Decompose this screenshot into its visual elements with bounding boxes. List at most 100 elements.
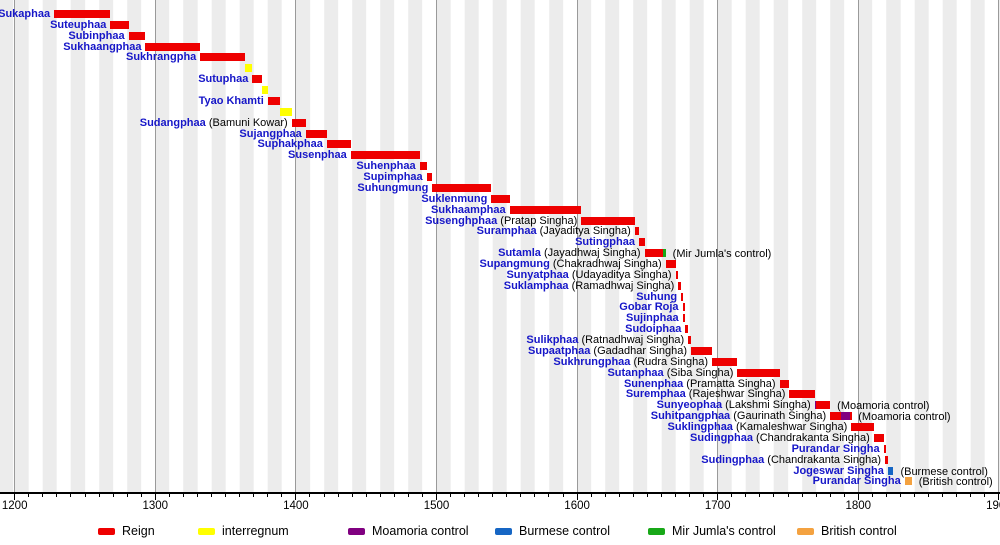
minor-tick <box>914 494 916 497</box>
reign-bar <box>873 433 884 442</box>
king-name-link[interactable]: Sukhaangphaa <box>63 41 142 53</box>
king-name-link[interactable]: Sutingphaa <box>575 236 635 248</box>
king-name-link[interactable]: Suhung <box>636 291 678 303</box>
minor-tick <box>182 494 184 497</box>
legend-label: Burmese control <box>519 524 611 538</box>
king-name-link[interactable]: Sudoiphaa <box>625 323 682 335</box>
minor-tick <box>407 494 409 497</box>
king-name-link[interactable]: Purandar Singha <box>812 475 901 487</box>
king-name-link[interactable]: Sudingphaa <box>701 454 765 466</box>
king-name-link[interactable]: Sujinphaa <box>626 312 679 324</box>
king-name-link[interactable]: Suklingphaa <box>667 421 733 433</box>
minor-tick <box>928 494 930 497</box>
reign-bar <box>350 151 420 160</box>
king-name-link[interactable]: Suramphaa <box>476 225 537 237</box>
minor-tick <box>829 494 831 497</box>
interregnum-bar <box>245 64 253 73</box>
british-swatch <box>797 527 814 535</box>
minor-tick <box>126 494 128 497</box>
reign-bar <box>678 281 682 290</box>
king-name-link[interactable]: Suklenmung <box>421 193 488 205</box>
legend-label: Mir Jumla's control <box>672 524 776 538</box>
king-name-link[interactable]: Sukhaamphaa <box>431 204 506 216</box>
king-alt-name: (Lakshmi Singha) <box>722 399 811 411</box>
king-name-link[interactable]: Suklamphaa <box>503 280 569 292</box>
king-name-link[interactable]: Sulikphaa <box>526 334 579 346</box>
reign-bar <box>110 20 129 29</box>
reign-swatch <box>98 527 115 535</box>
row-label: Sudingphaa (Chandrakanta Singha) <box>701 455 881 466</box>
minor-tick <box>703 494 705 497</box>
king-name-link[interactable]: Sujangphaa <box>239 128 302 140</box>
reign-bar <box>688 336 691 345</box>
king-name-link[interactable]: Supaatphaa <box>528 345 591 357</box>
king-name-link[interactable]: Sudingphaa <box>690 432 753 444</box>
king-name-link[interactable]: Sutuphaa <box>198 73 249 85</box>
row-label: Susenghphaa (Pratap Singha) <box>425 216 577 227</box>
king-name-link[interactable]: Subinphaa <box>68 30 125 42</box>
king-name-link[interactable]: Sunyatphaa <box>506 269 569 281</box>
reign-bar <box>682 314 686 323</box>
minor-tick <box>604 494 606 497</box>
king-name-link[interactable]: Suremphaa <box>625 388 686 400</box>
king-name-link[interactable]: Sukaphaa <box>0 8 51 20</box>
king-alt-name: (Udayaditya Singha) <box>568 269 672 281</box>
moamoria-bar <box>841 412 850 421</box>
king-name-link[interactable]: Sunenphaa <box>623 378 684 390</box>
king-name-link[interactable]: Supimphaa <box>363 171 423 183</box>
minor-tick <box>365 494 367 497</box>
king-name-link[interactable]: Suphakphaa <box>257 138 323 150</box>
row-label: Supaatphaa (Gadadhar Singha) <box>528 346 687 357</box>
row-label: Sudingphaa (Chandrakanta Singha) <box>690 433 870 444</box>
king-alt-name: (Rajeshwar Singha) <box>685 388 786 400</box>
king-name-link[interactable]: Suteuphaa <box>50 19 107 31</box>
row-label: Suhitpangphaa (Gaurinath Singha) <box>651 411 826 422</box>
reign-bar <box>145 42 201 51</box>
legend-item-reign: Reign <box>98 521 155 541</box>
reign-bar <box>638 238 645 247</box>
interregnum-bar <box>262 86 268 95</box>
king-name-link[interactable]: Sutamla <box>498 247 541 259</box>
reign-bar <box>737 368 780 377</box>
king-name-link[interactable]: Suhenphaa <box>356 160 416 172</box>
row-label: Sulikphaa (Ratnadhwaj Singha) <box>526 335 684 346</box>
row-label: Tyao Khamti <box>199 96 264 107</box>
burmese-bar <box>887 466 894 475</box>
legend-item-british: British control <box>797 521 897 541</box>
king-name-link[interactable]: Tyao Khamti <box>198 95 264 107</box>
king-alt-name: (Ramadhwaj Singha) <box>568 280 675 292</box>
tick-label: 1400 <box>283 500 309 512</box>
major-tick <box>998 494 1000 500</box>
row-label: Supangmung (Chakradhwaj Singha) <box>480 259 662 270</box>
minor-tick <box>239 494 241 497</box>
king-name-link[interactable]: Purandar Singha <box>791 443 880 455</box>
king-name-link[interactable]: Jogeswar Singha <box>793 465 884 477</box>
row-label: Sunyeophaa (Lakshmi Singha) <box>657 400 811 411</box>
row-label: Sukhrangpha <box>126 52 196 63</box>
king-name-link[interactable]: Susenghphaa <box>425 215 498 227</box>
king-name-link[interactable]: Supangmung <box>479 258 550 270</box>
major-tick <box>154 494 156 500</box>
king-name-link[interactable]: Sukhrangpha <box>126 51 197 63</box>
century-gridline <box>998 0 1000 492</box>
king-name-link[interactable]: Susenphaa <box>288 149 347 161</box>
king-name-link[interactable]: Sunyeophaa <box>656 399 723 411</box>
minor-tick <box>84 494 86 497</box>
king-name-link[interactable]: Suhungmung <box>357 182 429 194</box>
king-name-link[interactable]: Sutanphaa <box>607 367 664 379</box>
minor-tick <box>773 494 775 497</box>
minor-tick <box>731 494 733 497</box>
row-label: Sutingphaa <box>575 237 635 248</box>
legend-item-interregnum: interregnum <box>198 521 289 541</box>
major-tick <box>717 494 719 500</box>
tick-label: 1300 <box>142 500 169 512</box>
king-name-link[interactable]: Gobar Roja <box>619 301 679 313</box>
row-label: Sunyatphaa (Udayaditya Singha) <box>506 270 671 281</box>
king-name-link[interactable]: Sudangphaa <box>139 117 206 129</box>
control-note: (Mir Jumla's control) <box>672 248 772 260</box>
mirjumla-swatch <box>648 527 665 535</box>
king-name-link[interactable]: Sukhrungphaa <box>553 356 631 368</box>
king-name-link[interactable]: Suhitpangphaa <box>650 410 731 422</box>
reign-bar <box>128 31 146 40</box>
reign-bar <box>675 270 679 279</box>
